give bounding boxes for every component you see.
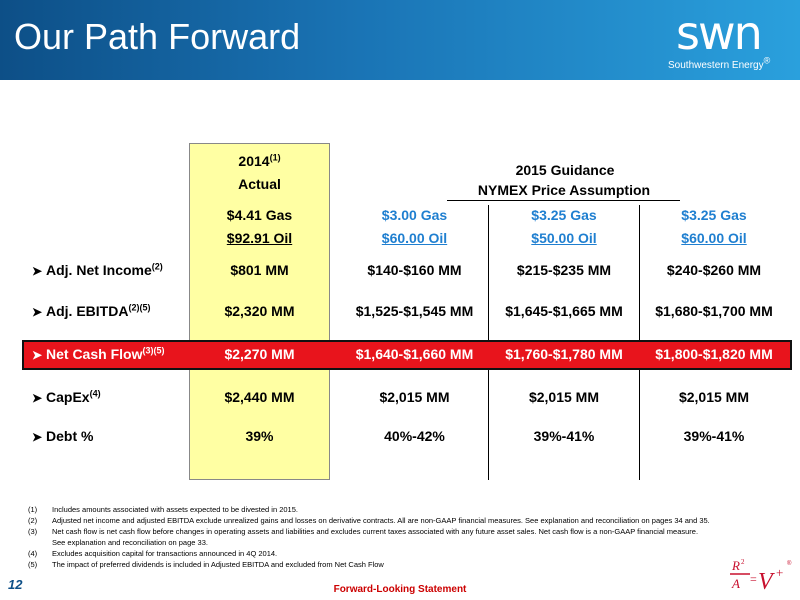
header-band: Our Path Forward swn Southwestern Energy… [0,0,800,80]
row-label-adj-net-income: ➤ Adj. Net Income(2) [32,261,163,278]
scenario-2-oil: $50.00 Oil [531,230,597,246]
svg-text:2: 2 [741,558,745,566]
cell-debt-s3: 39%-41% [683,428,745,444]
scenario-3-gas: $3.25 Gas [681,207,747,223]
actual-gas-price: $4.41 Gas [226,207,293,223]
actual-year-heading: 2014(1) [238,152,281,169]
cell-adj-ebitda-s2: $1,645-$1,665 MM [505,303,623,319]
cell-capex-actual: $2,440 MM [224,389,295,405]
page-title: Our Path Forward [14,16,301,57]
cell-debt-actual: 39% [245,428,274,444]
arrow-bullet-icon: ➤ [32,264,43,278]
cell-adj-net-income-s2: $215-$235 MM [516,262,612,278]
cell-capex-s1: $2,015 MM [379,389,450,405]
scenario-3-oil: $60.00 Oil [681,230,747,246]
cell-net-cash-flow-actual: $2,270 MM [224,346,295,362]
logo-wordmark: swn [676,6,763,60]
footnote: (3) Net cash flow is net cash flow before… [28,527,699,536]
svg-text:+: + [776,565,783,580]
arrow-bullet-icon: ➤ [32,305,43,319]
cell-net-cash-flow-s3: $1,800-$1,820 MM [655,346,773,362]
actual-oil-price: $92.91 Oil [226,230,293,246]
footnote: (4) Excludes acquisition capital for tran… [28,549,278,558]
swn-logo: swn Southwestern Energy® [664,6,784,76]
cell-debt-s2: 39%-41% [533,428,595,444]
scenario-1-oil: $60.00 Oil [381,230,448,246]
svg-text:V: V [758,569,775,595]
cell-adj-ebitda-s3: $1,680-$1,700 MM [655,303,773,319]
svg-text:R: R [731,558,740,573]
cell-adj-ebitda-actual: $2,320 MM [224,303,295,319]
arrow-bullet-icon: ➤ [32,348,43,362]
footnotes: (1) Includes amounts associated with asse… [28,505,778,571]
row-label-capex: ➤ CapEx(4) [32,388,101,405]
arrow-bullet-icon: ➤ [32,391,43,405]
guidance-title-line2: NYMEX Price Assumption [477,182,651,198]
footnote: See explanation and reconciliation on pa… [52,538,208,547]
cell-adj-net-income-s3: $240-$260 MM [666,262,762,278]
page-number: 12 [8,577,23,592]
footnote: (2) Adjusted net income and adjusted EBIT… [28,516,710,525]
row-label-net-cash-flow: ➤ Net Cash Flow(3)(5) [32,345,165,362]
guidance-underline [447,200,680,201]
cell-capex-s3: $2,015 MM [678,389,750,405]
scenario-2-gas: $3.25 Gas [531,207,597,223]
cell-net-cash-flow-s1: $1,640-$1,660 MM [355,346,474,362]
footnote: (1) Includes amounts associated with asse… [28,505,298,514]
arrow-bullet-icon: ➤ [32,430,43,444]
cell-net-cash-flow-s2: $1,760-$1,780 MM [505,346,623,362]
footnote: (5) The impact of preferred dividends is … [28,560,384,569]
scenario-1-gas: $3.00 Gas [381,207,448,223]
cell-adj-net-income-actual: $801 MM [230,262,289,278]
cell-adj-net-income-s1: $140-$160 MM [367,262,462,278]
logo-subtitle: Southwestern Energy® [668,55,771,71]
row-label-debt-percent: ➤ Debt % [32,428,94,444]
net-cash-flow-highlight [22,340,792,370]
actual-2014-column [189,143,330,480]
svg-text:A: A [731,576,740,591]
actual-label: Actual [238,176,281,192]
cell-adj-ebitda-s1: $1,525-$1,545 MM [355,303,474,319]
cell-capex-s2: $2,015 MM [528,389,600,405]
cell-debt-s1: 40%-42% [384,428,445,444]
rav-logo-icon: R 2 A = V + ® [730,558,792,595]
row-label-adj-ebitda: ➤ Adj. EBITDA(2)(5) [32,302,151,319]
forward-looking-statement-link[interactable]: Forward-Looking Statement [333,584,467,595]
svg-text:=: = [750,572,757,586]
guidance-title-line1: 2015 Guidance [515,162,615,178]
svg-text:®: ® [787,560,792,567]
